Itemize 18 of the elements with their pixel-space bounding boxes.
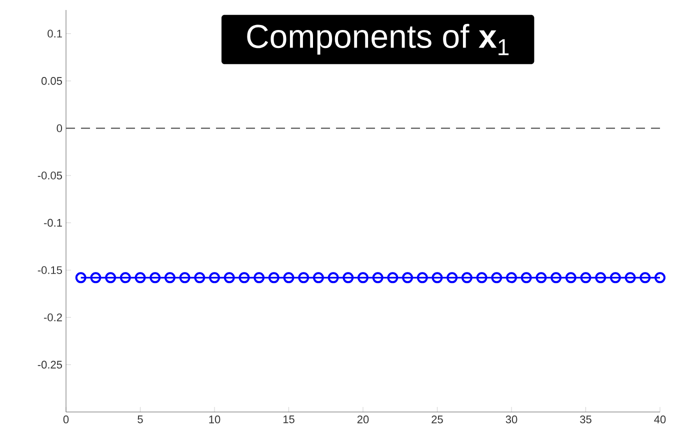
x-tick-label: 30: [506, 416, 518, 424]
x-tick-label: 35: [580, 416, 592, 424]
y-tick-label: -0.15: [38, 266, 62, 274]
x-tick-label: 20: [357, 416, 369, 424]
x-tick-label: 40: [654, 416, 666, 424]
y-tick-label: 0: [56, 124, 62, 132]
y-tick-label: -0.2: [44, 314, 62, 322]
y-tick-label: -0.25: [38, 360, 62, 369]
x-tick-label: 0: [63, 416, 69, 424]
y-tick-label: -0.1: [44, 218, 62, 227]
chart-title: Components of x$_{1}$: [247, 24, 509, 56]
y-tick-label: 0.05: [41, 77, 62, 85]
x-tick-label: 10: [209, 416, 220, 424]
x-tick-label: 25: [432, 416, 443, 424]
x-tick-label: 15: [283, 416, 294, 424]
y-tick-label: -0.05: [38, 172, 62, 180]
x-tick-label: 5: [138, 416, 143, 424]
y-tick-label: 0.1: [48, 30, 62, 38]
